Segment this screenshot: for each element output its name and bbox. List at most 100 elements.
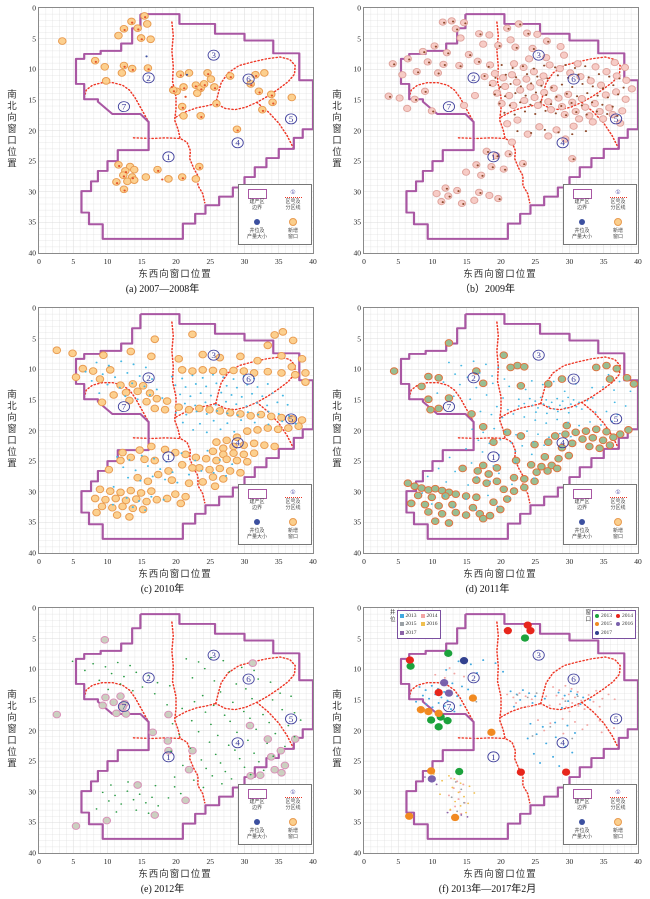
plot-area-c: 1 2 3 4 5 6 7 0 0 5 5 10 10 15 15 20 20 25 25 30 30 35 35 40 40 建… xyxy=(29,304,317,564)
year-legend-entry: 2017 xyxy=(399,629,417,637)
y-tick-label: 15 xyxy=(28,95,37,105)
x-axis-label: 东西向窗口位置 xyxy=(138,870,212,880)
zone-divider-line xyxy=(408,382,475,423)
y-tick-label: 20 xyxy=(28,425,37,435)
y-tick-label: 40 xyxy=(28,248,37,258)
zone-number-text: 2 xyxy=(146,673,151,682)
x-tick-label: 30 xyxy=(240,256,249,266)
legend-label: 建产区 边界 xyxy=(574,800,590,812)
zone-number-circle xyxy=(162,151,175,163)
boundary-rect-icon xyxy=(247,788,267,799)
zone-divider-line xyxy=(256,701,295,750)
window-dot-icon xyxy=(614,217,622,228)
zone-number-text: 5 xyxy=(289,414,294,423)
subplot-caption-b: （b）2009年 xyxy=(460,284,515,295)
zone-divider-line xyxy=(539,656,621,711)
legend-item-well-dot: 井位及 产量大小 xyxy=(564,215,600,244)
y-tick-label: 35 xyxy=(28,817,37,827)
zone-divider-line xyxy=(500,402,542,418)
legend-item-window-dot: 新增 窗口 xyxy=(600,215,636,244)
well-dot-icon xyxy=(254,817,260,828)
x-tick-label: 40 xyxy=(309,856,317,866)
zone-line-icon: ① xyxy=(609,188,627,199)
x-tick-label: 15 xyxy=(138,556,146,566)
x-tick-label: 30 xyxy=(565,856,574,866)
subplot-a: 南北向窗口位置 1 2 3 4 5 6 7 0 0 5 5 10 10 15 15 20 20 25 25 30 30 3… xyxy=(0,0,325,299)
x-tick-label: 40 xyxy=(309,556,317,566)
legend-item-zone-line: ① 区号及 分区线 xyxy=(600,786,636,815)
subplot-caption-a: (a) 2007—2008年 xyxy=(125,284,200,295)
x-tick-label: 10 xyxy=(103,556,112,566)
window-dot-icon xyxy=(614,218,622,226)
zone-number-text: 7 xyxy=(447,702,452,711)
zone-line-icon: ① xyxy=(284,188,302,199)
x-tick-label: 20 xyxy=(172,256,180,266)
x-tick-label: 30 xyxy=(565,556,574,566)
x-tick-label: 0 xyxy=(362,856,366,866)
zone-number-circle xyxy=(162,451,175,463)
zone-divider-line xyxy=(171,621,181,740)
square-marker xyxy=(399,630,404,635)
y-tick-label: 0 xyxy=(32,3,36,13)
zone-number-circle xyxy=(487,151,500,163)
zone-divider-line xyxy=(457,137,531,204)
zone-number-circle xyxy=(567,373,580,385)
y-tick-label: 30 xyxy=(353,487,362,496)
zone-number-circle xyxy=(532,349,545,361)
zone-number-text: 1 xyxy=(166,452,171,461)
series-新增窗口 xyxy=(52,328,310,521)
legend-item-window-dot: 新增 窗口 xyxy=(600,515,636,544)
zone-number-text: 3 xyxy=(536,351,541,360)
map-legend: 建产区 边界 ① 区号及 分区线 井位及 产量大小 新增 窗口 xyxy=(563,484,637,545)
x-tick-label: 20 xyxy=(172,556,180,566)
legend-label: 井位及 产量大小 xyxy=(246,528,267,540)
legend-label: 区号及 分区线 xyxy=(610,200,626,212)
production-area-boundary xyxy=(74,313,313,540)
y-tick-label: 20 xyxy=(353,425,362,435)
x-axis-label: 东西向窗口位置 xyxy=(138,570,212,580)
zone-number-circle xyxy=(556,737,569,749)
y-tick-label: 0 xyxy=(357,303,361,313)
zone-number-text: 2 xyxy=(471,373,476,382)
zone-number-text: 4 xyxy=(235,138,240,147)
y-tick-label: 5 xyxy=(357,633,361,643)
y-axis-label: 南北向窗口位置 xyxy=(5,689,15,770)
plot-area-a: 1 2 3 4 5 6 7 0 0 5 5 10 10 15 15 20 20 25 25 30 30 35 35 40 40 建… xyxy=(29,4,317,264)
zone-number-text: 5 xyxy=(614,114,619,123)
year-legend-窗口: 窗口 2013 2014 2015 2016 2017 xyxy=(585,610,636,639)
y-tick-label: 20 xyxy=(28,725,37,735)
x-tick-label: 25 xyxy=(206,556,215,566)
zone-divider-line xyxy=(83,682,150,723)
y-tick-label: 40 xyxy=(353,848,362,858)
legend-label: 新增 窗口 xyxy=(612,828,623,840)
y-axis-label: 南北向窗口位置 xyxy=(5,389,15,470)
zone-number-circle xyxy=(231,737,244,749)
zone-line-icon: ① xyxy=(284,490,302,498)
x-tick-label: 25 xyxy=(531,856,540,866)
well-dot-icon xyxy=(579,517,585,528)
zone-number-circle xyxy=(442,401,456,413)
legend-label: 区号及 分区线 xyxy=(610,500,626,512)
y-tick-label: 30 xyxy=(28,187,37,196)
window-dot-icon xyxy=(289,218,297,226)
series-窗口2013 xyxy=(406,634,530,776)
zone-number-text: 5 xyxy=(614,414,619,423)
zone-number-text: 3 xyxy=(211,51,216,60)
y-tick-label: 5 xyxy=(32,333,36,343)
zone-number-circle xyxy=(285,113,298,125)
window-dot-icon xyxy=(614,517,622,528)
map-legend: 建产区 边界 ① 区号及 分区线 井位及 产量大小 新增 窗口 xyxy=(238,184,312,245)
legend-label: 区号及 分区线 xyxy=(285,800,301,812)
x-tick-label: 10 xyxy=(103,256,112,266)
well-dot-icon xyxy=(579,519,585,525)
y-tick-label: 25 xyxy=(28,456,37,466)
plot-area-e: 1 2 3 4 5 6 7 0 0 5 5 10 10 15 15 20 20 25 25 30 30 35 35 40 40 建… xyxy=(29,604,317,864)
zone-number-circle xyxy=(207,49,220,61)
legend-label: 新增 窗口 xyxy=(287,828,298,840)
window-dot-icon xyxy=(289,818,297,826)
zone-number-text: 6 xyxy=(571,674,576,683)
boundary-rect-icon xyxy=(247,488,267,499)
x-tick-label: 20 xyxy=(172,856,180,866)
zone-number-circle xyxy=(610,113,623,125)
zone-divider-line xyxy=(83,82,150,123)
